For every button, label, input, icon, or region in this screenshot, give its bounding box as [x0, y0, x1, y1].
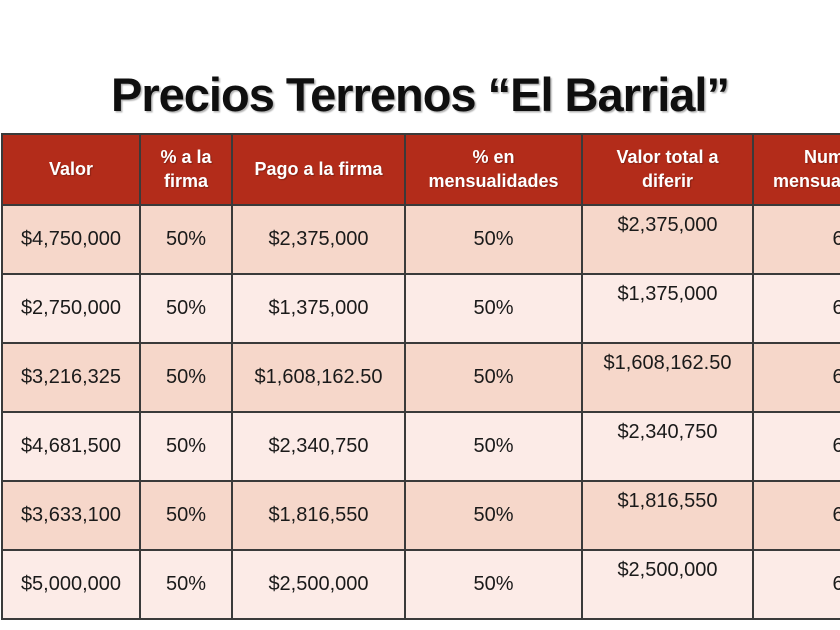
table-row: $3,633,100 50% $1,816,550 50% $1,816,550… — [1, 480, 840, 551]
column-header-num-mensualidades: Numero mensualidades — [752, 133, 840, 206]
cell-num-mensualidades: 6 — [752, 273, 840, 344]
cell-pct-firma: 50% — [139, 549, 233, 620]
cell-valor-diferir: $1,375,000 — [581, 273, 754, 344]
table-row: $2,750,000 50% $1,375,000 50% $1,375,000… — [1, 273, 840, 344]
table-row: $5,000,000 50% $2,500,000 50% $2,500,000… — [1, 549, 840, 620]
cell-pago-firma: $1,375,000 — [231, 273, 406, 344]
cell-pago-firma: $1,608,162.50 — [231, 342, 406, 413]
column-header-valor: Valor — [1, 133, 141, 206]
cell-pct-firma: 50% — [139, 273, 233, 344]
cell-valor: $3,633,100 — [1, 480, 141, 551]
column-header-valor-diferir: Valor total a diferir — [581, 133, 754, 206]
table-row: $3,216,325 50% $1,608,162.50 50% $1,608,… — [1, 342, 840, 413]
table-header-row: Valor % a la firma Pago a la firma % en … — [1, 133, 840, 206]
column-header-pago-firma: Pago a la firma — [231, 133, 406, 206]
cell-num-mensualidades: 6 — [752, 342, 840, 413]
cell-valor: $4,681,500 — [1, 411, 141, 482]
cell-pct-mensualidades: 50% — [404, 342, 583, 413]
cell-pago-firma: $2,500,000 — [231, 549, 406, 620]
cell-pct-mensualidades: 50% — [404, 273, 583, 344]
cell-pct-firma: 50% — [139, 342, 233, 413]
cell-num-mensualidades: 6 — [752, 549, 840, 620]
cell-pct-firma: 50% — [139, 411, 233, 482]
cell-pct-mensualidades: 50% — [404, 549, 583, 620]
cell-valor-diferir: $2,500,000 — [581, 549, 754, 620]
cell-valor: $2,750,000 — [1, 273, 141, 344]
cell-valor-diferir: $1,816,550 — [581, 480, 754, 551]
cell-num-mensualidades: 6 — [752, 411, 840, 482]
cell-pago-firma: $2,375,000 — [231, 204, 406, 275]
column-header-pct-firma: % a la firma — [139, 133, 233, 206]
table-row: $4,681,500 50% $2,340,750 50% $2,340,750… — [1, 411, 840, 482]
column-header-pct-mensualidades: % en mensualidades — [404, 133, 583, 206]
cell-pct-mensualidades: 50% — [404, 411, 583, 482]
page-title: Precios Terrenos “El Barrial” — [111, 68, 730, 122]
price-table: Valor % a la firma Pago a la firma % en … — [1, 133, 840, 620]
cell-pct-mensualidades: 50% — [404, 204, 583, 275]
cell-valor-diferir: $1,608,162.50 — [581, 342, 754, 413]
table-row: $4,750,000 50% $2,375,000 50% $2,375,000… — [1, 204, 840, 275]
cell-valor-diferir: $2,340,750 — [581, 411, 754, 482]
cell-pct-mensualidades: 50% — [404, 480, 583, 551]
cell-pago-firma: $2,340,750 — [231, 411, 406, 482]
cell-num-mensualidades: 6 — [752, 204, 840, 275]
cell-pct-firma: 50% — [139, 480, 233, 551]
cell-valor-diferir: $2,375,000 — [581, 204, 754, 275]
cell-valor: $4,750,000 — [1, 204, 141, 275]
cell-valor: $5,000,000 — [1, 549, 141, 620]
cell-valor: $3,216,325 — [1, 342, 141, 413]
cell-pct-firma: 50% — [139, 204, 233, 275]
cell-pago-firma: $1,816,550 — [231, 480, 406, 551]
cell-num-mensualidades: 6 — [752, 480, 840, 551]
